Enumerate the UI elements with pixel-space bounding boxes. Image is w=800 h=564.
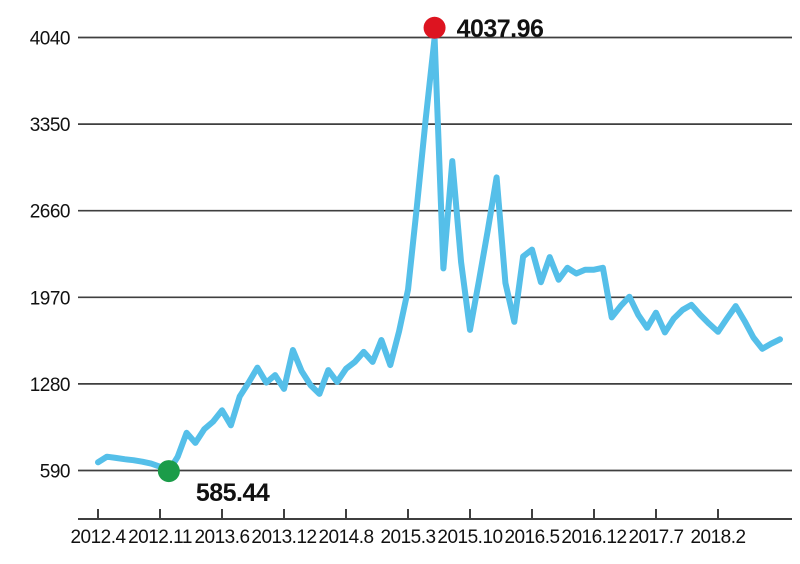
x-axis-label-2015.10: 2015.10 xyxy=(437,527,502,548)
x-axis-label-2012.11: 2012.11 xyxy=(128,527,192,548)
x-axis-label-2017.7: 2017.7 xyxy=(628,527,683,548)
x-axis-label-2014.8: 2014.8 xyxy=(318,527,373,548)
min-point-dot xyxy=(157,460,180,483)
y-axis-label-2660: 2660 xyxy=(30,202,70,223)
x-axis-label-2013.6: 2013.6 xyxy=(194,527,249,548)
x-axis-label-2016.12: 2016.12 xyxy=(561,527,626,548)
y-axis-label-590: 590 xyxy=(40,462,70,483)
max-point-dot xyxy=(423,16,446,39)
series-line-index-value xyxy=(95,34,783,475)
x-axis-label-2013.12: 2013.12 xyxy=(251,527,316,548)
x-axis-label-2012.4: 2012.4 xyxy=(70,527,126,548)
x-axis-label-2016.5: 2016.5 xyxy=(504,527,559,548)
min-point-label: 585.44 xyxy=(196,479,270,507)
max-point-label: 4037.96 xyxy=(457,15,544,43)
y-axis-label-4040: 4040 xyxy=(30,29,70,50)
y-axis-label-3350: 3350 xyxy=(30,115,70,136)
y-axis-label-1280: 1280 xyxy=(30,375,70,396)
x-axis-label-2018.2: 2018.2 xyxy=(690,527,745,548)
x-axis-label-2015.3: 2015.3 xyxy=(380,527,435,548)
y-axis-label-1970: 1970 xyxy=(30,288,70,309)
